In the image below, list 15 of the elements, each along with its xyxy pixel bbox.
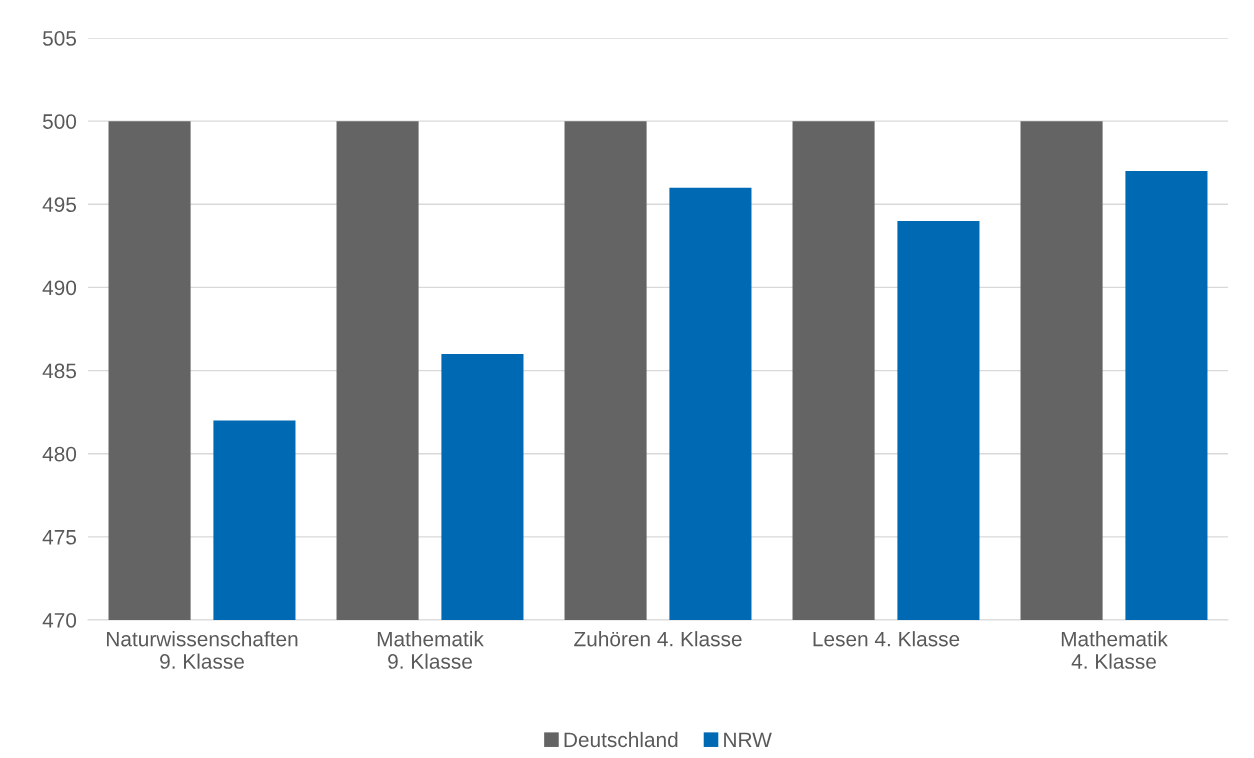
y-tick-label: 500 <box>42 114 77 129</box>
y-tick-label: 485 <box>42 363 77 379</box>
x-tick-label: Zuhören 4. Klasse <box>574 631 742 647</box>
y-tick-label: 475 <box>42 530 77 545</box>
x-tick-label: Mathematik 9. Klasse <box>377 631 484 669</box>
x-tick-label: Lesen 4. Klasse <box>813 631 960 647</box>
y-tick-label: 495 <box>42 197 77 213</box>
legend-label: NRW <box>724 732 772 747</box>
x-tick-label: Naturwissenschaften 9. Klasse <box>107 631 298 669</box>
legend-label: Deutschland <box>564 731 678 748</box>
y-tick-label: 480 <box>42 446 77 462</box>
x-tick-label: Mathematik 4. Klasse <box>1061 631 1168 669</box>
y-tick-label: 490 <box>42 280 77 296</box>
y-tick-label: 470 <box>42 613 77 628</box>
y-tick-label: 505 <box>42 31 77 46</box>
